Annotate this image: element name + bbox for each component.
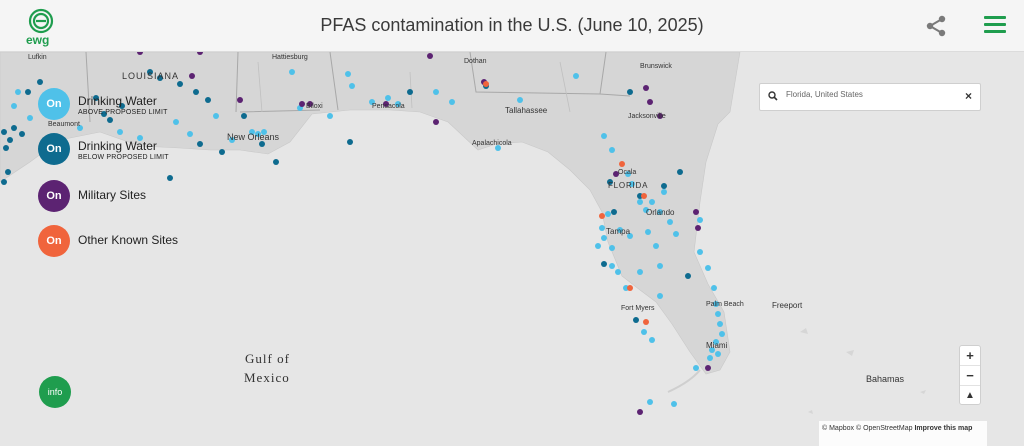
map-attribution: © Mapbox © OpenStreetMap Improve this ma…: [819, 421, 987, 446]
mapbox-link[interactable]: © Mapbox: [822, 425, 855, 432]
close-icon[interactable]: ×: [964, 89, 972, 103]
site-dots[interactable]: [1, 52, 725, 415]
legend-sublabel: ABOVE PROPOSED LIMIT: [78, 109, 168, 116]
app-header: ewg PFAS contamination in the U.S. (June…: [0, 0, 1024, 52]
svg-text:Beaumont: Beaumont: [48, 121, 80, 128]
place-labels: LOUISIANA FLORIDA Hattiesburg Lufkin Dot…: [28, 54, 905, 385]
zoom-out-button[interactable]: −: [960, 366, 980, 386]
toggle-other-sites-button[interactable]: On: [38, 225, 70, 257]
svg-text:Lufkin: Lufkin: [28, 54, 47, 61]
svg-text:Palm Beach: Palm Beach: [706, 301, 744, 308]
zoom-controls: + − ▲: [959, 345, 981, 405]
toggle-above-limit-button[interactable]: On: [38, 88, 70, 120]
page-title: PFAS contamination in the U.S. (June 10,…: [320, 15, 704, 35]
legend-label: Other Known Sites: [78, 233, 179, 247]
location-search[interactable]: ×: [759, 83, 981, 111]
legend-item-above-limit[interactable]: On Drinking Water ABOVE PROPOSED LIMIT: [38, 88, 298, 122]
map-canvas[interactable]: LOUISIANA FLORIDA Hattiesburg Lufkin Dot…: [0, 52, 1024, 446]
osm-link[interactable]: © OpenStreetMap: [855, 425, 913, 432]
svg-text:Tampa: Tampa: [606, 227, 631, 236]
florida-keys: [667, 369, 701, 393]
toggle-below-limit-button[interactable]: On: [38, 133, 70, 165]
svg-text:New Orleans: New Orleans: [227, 132, 280, 142]
legend-label: Military Sites: [78, 188, 147, 202]
map-svg: LOUISIANA FLORIDA Hattiesburg Lufkin Dot…: [0, 52, 926, 415]
logo-text: ewg: [26, 33, 50, 47]
svg-text:LOUISIANA: LOUISIANA: [122, 71, 179, 81]
svg-text:Bahamas: Bahamas: [866, 374, 905, 384]
svg-text:Apalachicola: Apalachicola: [472, 140, 512, 147]
search-icon: [768, 91, 778, 101]
svg-text:Pensacola: Pensacola: [372, 103, 405, 110]
svg-text:Dothan: Dothan: [464, 58, 487, 65]
ewg-logo-icon[interactable]: [24, 8, 58, 48]
search-input[interactable]: [784, 89, 958, 100]
zoom-in-button[interactable]: +: [960, 346, 980, 366]
legend-label: Drinking Water: [78, 94, 157, 108]
svg-text:Ocala: Ocala: [618, 169, 636, 176]
legend-item-military[interactable]: On Military Sites: [38, 180, 298, 214]
legend-item-below-limit[interactable]: On Drinking Water BELOW PROPOSED LIMIT: [38, 133, 298, 167]
svg-text:Miami: Miami: [706, 341, 728, 350]
menu-icon[interactable]: [984, 16, 1006, 36]
svg-text:FLORIDA: FLORIDA: [608, 181, 648, 190]
us-mainland-land: [0, 52, 741, 375]
svg-text:Mexico: Mexico: [244, 370, 290, 385]
svg-text:Jacksonville: Jacksonville: [628, 113, 666, 120]
info-button[interactable]: info: [39, 376, 71, 408]
svg-text:Biloxi: Biloxi: [306, 103, 323, 110]
state-borders: [85, 52, 631, 123]
bahamas-islands: [800, 328, 926, 414]
legend-sublabel: BELOW PROPOSED LIMIT: [78, 154, 169, 161]
svg-text:Tallahassee: Tallahassee: [505, 106, 548, 115]
improve-map-link[interactable]: Improve this map: [914, 425, 973, 432]
svg-text:Gulf of: Gulf of: [245, 351, 290, 366]
svg-text:Orlando: Orlando: [646, 208, 675, 217]
svg-text:Freeport: Freeport: [772, 301, 803, 310]
svg-text:Fort Myers: Fort Myers: [621, 305, 655, 312]
legend-item-other-sites[interactable]: On Other Known Sites: [38, 225, 298, 259]
legend-label: Drinking Water: [78, 139, 157, 153]
toggle-military-button[interactable]: On: [38, 180, 70, 212]
svg-text:Hattiesburg: Hattiesburg: [272, 54, 308, 61]
compass-icon[interactable]: ▲: [965, 390, 975, 401]
svg-text:Brunswick: Brunswick: [640, 63, 672, 70]
share-icon[interactable]: [924, 14, 948, 38]
